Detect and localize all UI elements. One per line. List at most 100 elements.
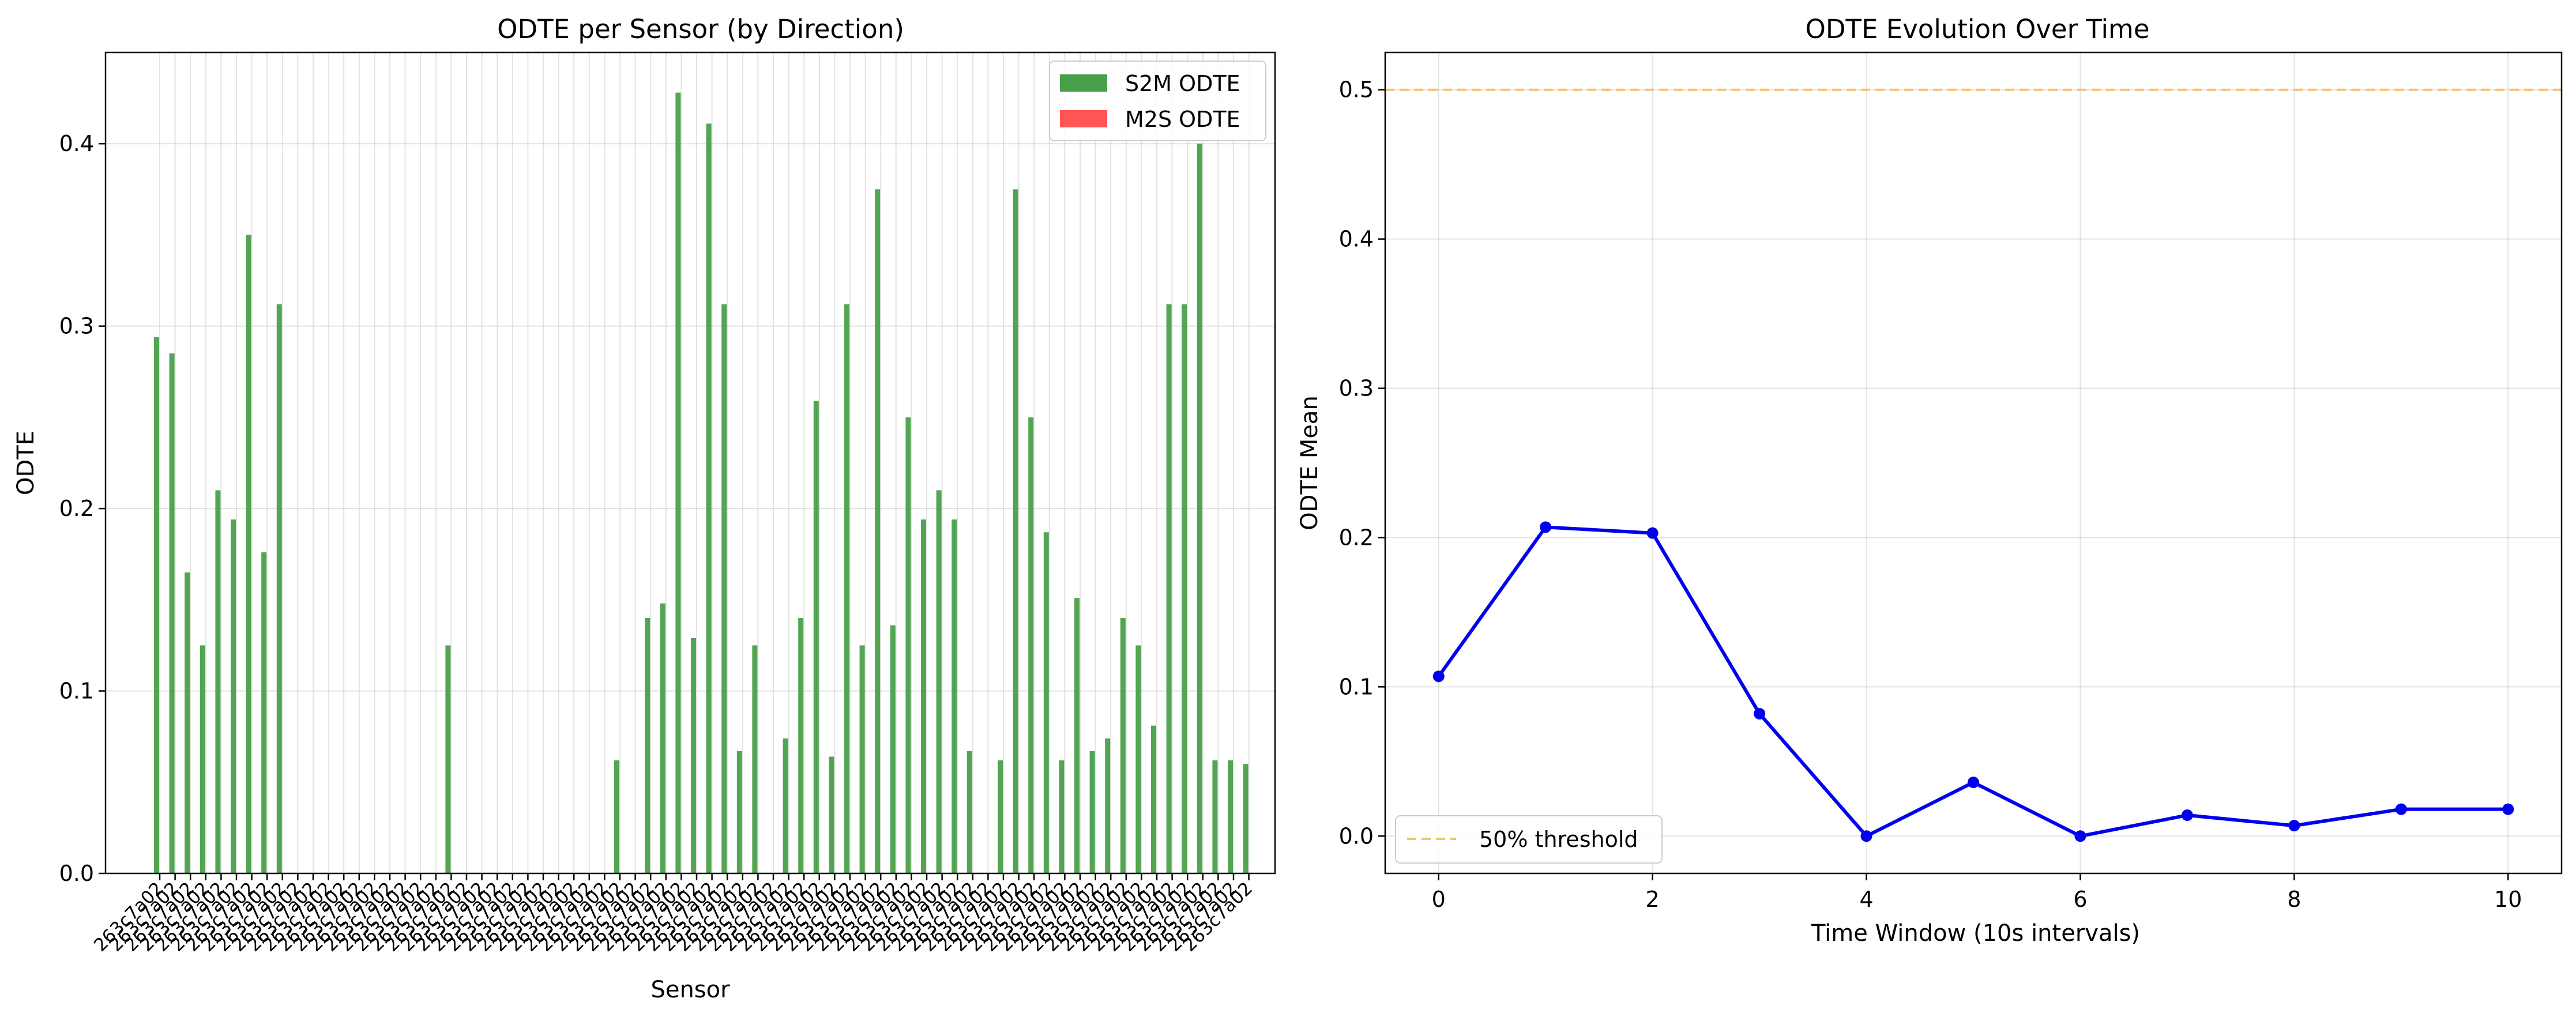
legend-box xyxy=(1395,815,1663,864)
line-chart-ytick-label: 0.4 xyxy=(1339,227,1374,252)
odte-mean-point xyxy=(1540,521,1552,533)
bar-s2m xyxy=(231,519,236,873)
line-chart-xtick-label: 8 xyxy=(2287,887,2301,912)
bar-chart-grid xyxy=(106,52,1275,874)
line-chart-ytick-label: 0.3 xyxy=(1339,376,1374,401)
legend-label-s2m: S2M ODTE xyxy=(1125,71,1240,96)
bar-s2m xyxy=(276,304,282,873)
bar-s2m xyxy=(890,625,896,873)
bar-s2m xyxy=(813,401,819,873)
odte-mean-point xyxy=(1432,670,1445,683)
bar-s2m xyxy=(1243,764,1248,873)
line-chart-xtick-label: 4 xyxy=(1859,887,1873,912)
odte-mean-point xyxy=(2181,809,2193,822)
bar-chart-frame xyxy=(104,51,1276,875)
line-chart-ytick-label: 0.0 xyxy=(1339,823,1374,849)
odte-mean-point xyxy=(2395,803,2407,815)
bar-s2m xyxy=(998,760,1003,873)
bar-s2m xyxy=(706,123,712,873)
bar-s2m xyxy=(691,638,696,873)
bar-s2m xyxy=(1212,760,1218,873)
line-chart-xtick-label: 0 xyxy=(1432,887,1446,912)
bar-s2m xyxy=(905,417,911,873)
bar-s2m xyxy=(169,353,175,873)
bar-s2m xyxy=(445,645,451,873)
bar-s2m xyxy=(844,304,849,873)
odte-mean-line xyxy=(1437,525,2509,838)
line-chart-ytick-label: 0.5 xyxy=(1339,77,1374,103)
bar-s2m xyxy=(1228,760,1233,873)
bar-chart: ODTE per Sensor (by Direction) 0.0 0.1 0.2… xyxy=(13,14,1276,1003)
bar-s2m xyxy=(1120,617,1126,873)
bar-s2m xyxy=(614,760,619,873)
bar-s2m xyxy=(1028,417,1034,873)
bar-chart-x-axis: 263c7a02263c7a02263c7a02263c7a02263c7a02… xyxy=(90,873,1257,956)
bar-chart-ytick-label: 0.3 xyxy=(59,314,94,339)
bar-s2m xyxy=(1151,725,1156,873)
legend-swatch-m2s xyxy=(1060,110,1107,127)
bar-s2m xyxy=(859,645,865,873)
bar-chart-x-label: Sensor xyxy=(650,977,730,1003)
line-chart-legend: 50% threshold xyxy=(1395,815,1663,864)
bar-s2m xyxy=(185,572,190,873)
odte-mean-point xyxy=(1968,777,1979,789)
bar-s2m xyxy=(1182,304,1187,873)
bar-s2m xyxy=(967,751,972,873)
bar-s2m xyxy=(1059,760,1065,873)
bar-s2m xyxy=(261,552,267,873)
bar-chart-bars xyxy=(154,92,1248,874)
bar-s2m xyxy=(829,756,834,873)
odte-mean-point xyxy=(1860,830,1872,842)
line-chart: ODTE Evolution Over Time 0.0 0.1 0.2 0.3 0.4… xyxy=(1296,14,2563,947)
bar-s2m xyxy=(645,617,650,873)
line-chart-grid xyxy=(1385,52,2562,873)
bar-s2m xyxy=(736,751,742,873)
bar-chart-ytick-label: 0.2 xyxy=(59,496,94,521)
line-chart-xtick-label: 10 xyxy=(2494,887,2522,912)
bar-chart-ytick-label: 0.1 xyxy=(59,679,94,704)
bar-s2m xyxy=(1135,645,1141,873)
bar-s2m xyxy=(936,490,942,873)
line-chart-y-label: ODTE Mean xyxy=(1296,395,1323,530)
bar-s2m xyxy=(952,519,957,873)
odte-mean-point xyxy=(2288,820,2300,832)
line-chart-xtick-label: 2 xyxy=(1646,887,1660,912)
bar-chart-y-label: ODTE xyxy=(13,431,39,495)
bar-s2m xyxy=(660,603,665,873)
line-chart-xtick-label: 6 xyxy=(2073,887,2087,912)
bar-s2m xyxy=(1043,532,1049,873)
bar-s2m xyxy=(1105,738,1111,873)
bar-chart-title: ODTE per Sensor (by Direction) xyxy=(497,14,904,44)
odte-mean-point xyxy=(2074,830,2086,842)
legend-label-m2s: M2S ODTE xyxy=(1125,107,1240,132)
bar-s2m xyxy=(215,490,221,873)
bar-s2m xyxy=(246,235,251,873)
line-chart-y-axis: 0.0 0.1 0.2 0.3 0.4 0.5 xyxy=(1339,77,1385,849)
bar-chart-ytick-label: 0.0 xyxy=(59,861,94,886)
legend-swatch-s2m xyxy=(1060,74,1107,92)
bar-s2m xyxy=(798,617,804,873)
bar-s2m xyxy=(921,519,926,873)
bar-chart-legend: S2M ODTE M2S ODTE xyxy=(1049,61,1266,141)
bar-s2m xyxy=(752,645,758,873)
odte-mean-point xyxy=(2502,803,2514,815)
bar-s2m xyxy=(1013,189,1018,873)
line-chart-marks xyxy=(1385,88,2562,842)
bar-s2m xyxy=(1197,144,1202,874)
bar-chart-y-axis: 0.0 0.1 0.2 0.3 0.4 xyxy=(59,131,106,886)
line-chart-x-label: Time Window (10s intervals) xyxy=(1811,920,2140,947)
bar-s2m xyxy=(783,738,788,873)
line-chart-ytick-label: 0.1 xyxy=(1339,674,1374,699)
line-chart-x-axis: 0 2 4 6 8 10 xyxy=(1432,873,2522,912)
odte-mean-point xyxy=(1754,707,1766,719)
bar-s2m xyxy=(200,645,205,873)
bar-s2m xyxy=(1089,751,1095,873)
legend-label-threshold: 50% threshold xyxy=(1479,827,1638,852)
bar-s2m xyxy=(875,189,881,873)
bar-s2m xyxy=(721,304,727,873)
bar-s2m xyxy=(675,92,681,873)
bar-s2m xyxy=(1166,304,1172,873)
odte-mean-point xyxy=(1646,527,1659,539)
line-chart-frame xyxy=(1384,51,2563,875)
